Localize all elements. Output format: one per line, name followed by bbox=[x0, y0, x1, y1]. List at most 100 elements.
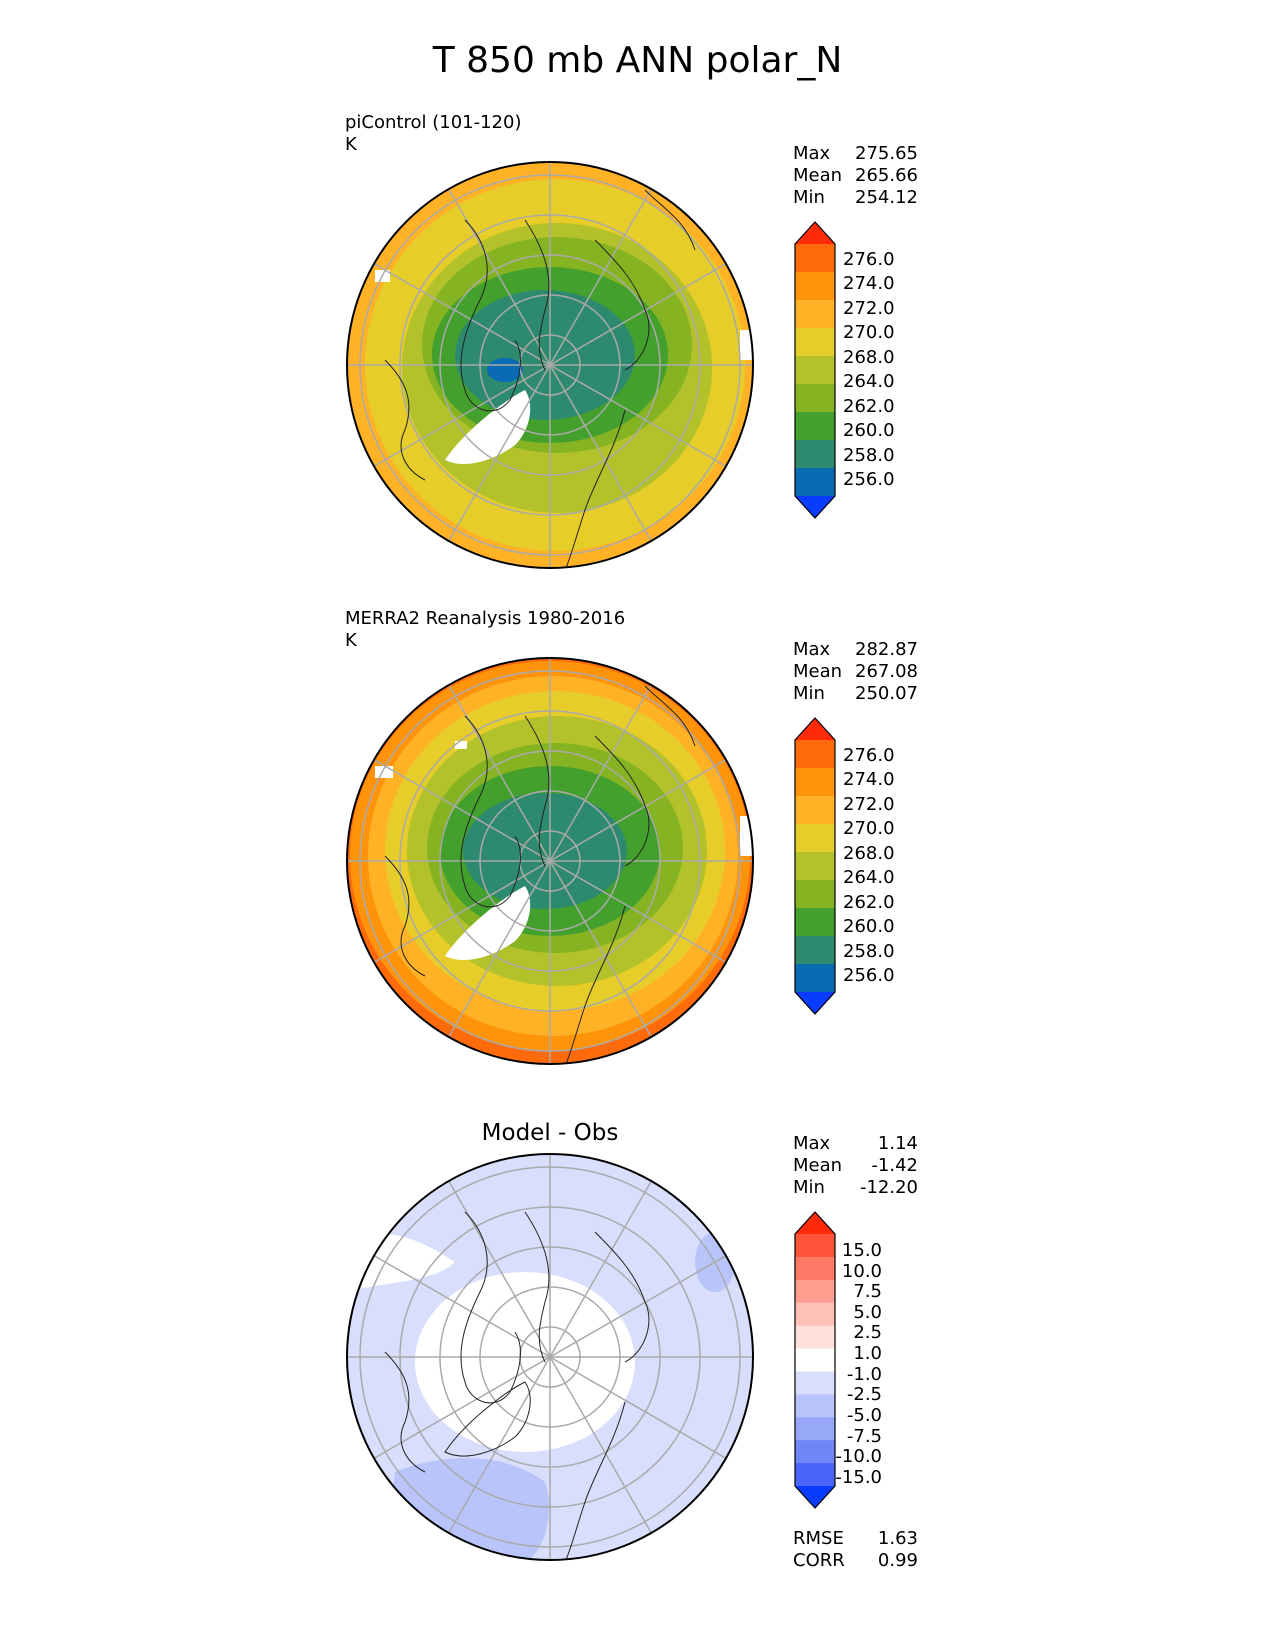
test-tick: 276.0 bbox=[843, 249, 895, 270]
diff-tick: -10.0 bbox=[835, 1446, 882, 1467]
ref-tick: 276.0 bbox=[843, 745, 895, 766]
ref-tick: 260.0 bbox=[843, 916, 895, 937]
ref-tick: 256.0 bbox=[843, 965, 895, 986]
diff-colorbar-segment bbox=[795, 1234, 835, 1258]
diff-tick: 1.0 bbox=[853, 1343, 882, 1364]
test-tick: 274.0 bbox=[843, 273, 895, 294]
test-stat-min: Min 254.12 bbox=[793, 187, 918, 208]
diff-colorbar-segment bbox=[795, 1440, 835, 1464]
diff-tick: 2.5 bbox=[853, 1322, 882, 1343]
ref-units-label: K bbox=[345, 630, 357, 651]
diff-corr: CORR 0.99 bbox=[793, 1550, 918, 1571]
ref-colorbar-segment bbox=[795, 796, 835, 825]
ref-tick: 262.0 bbox=[843, 892, 895, 913]
diff-colorbar-segment bbox=[795, 1394, 835, 1418]
ref-graticule bbox=[347, 658, 753, 1064]
test-tick: 270.0 bbox=[843, 322, 895, 343]
diff-colorbar-extend-bottom bbox=[795, 1486, 835, 1508]
test-polar-map bbox=[346, 161, 754, 569]
ref-tick: 258.0 bbox=[843, 941, 895, 962]
test-colorbar-segment bbox=[795, 384, 835, 413]
ref-colorbar-segment bbox=[795, 880, 835, 909]
test-tick: 272.0 bbox=[843, 298, 895, 319]
ref-source-label: MERRA2 Reanalysis 1980-2016 bbox=[345, 608, 626, 629]
test-colorbar-segment bbox=[795, 440, 835, 469]
test-coastlines bbox=[384, 189, 696, 568]
test-colorbar-segment bbox=[795, 468, 835, 497]
test-graticule bbox=[347, 162, 753, 568]
diff-colorbar-outline bbox=[794, 1211, 836, 1509]
ref-colorbar-extend-bottom bbox=[795, 992, 835, 1014]
ref-tick: 274.0 bbox=[843, 769, 895, 790]
test-run-label: piControl (101-120) bbox=[345, 112, 522, 133]
diff-colorbar-segment bbox=[795, 1256, 835, 1281]
test-stats: Max 275.65 Mean 265.66 Min 254.12 bbox=[793, 143, 918, 209]
ref-colorbar bbox=[794, 717, 836, 1015]
figure-title: T 850 mb ANN polar_N bbox=[432, 40, 843, 81]
diff-coastlines bbox=[384, 1211, 650, 1560]
test-tick: 264.0 bbox=[843, 371, 895, 392]
ref-colorbar-segment bbox=[795, 852, 835, 881]
ref-colorbar-segment bbox=[795, 740, 835, 769]
test-stat-max: Max 275.65 bbox=[793, 143, 918, 164]
diff-tick: 10.0 bbox=[841, 1261, 882, 1282]
diff-tick: -1.0 bbox=[846, 1364, 882, 1385]
test-tick: 262.0 bbox=[843, 396, 895, 417]
test-colorbar-extend-bottom bbox=[795, 496, 835, 518]
test-panel-labels: piControl (101-120) K bbox=[345, 112, 521, 156]
diff-colorbar-segment bbox=[795, 1279, 835, 1304]
ref-colorbar-segment bbox=[795, 768, 835, 797]
ref-colorbar-extend-top bbox=[795, 718, 835, 740]
diff-tick: -2.5 bbox=[846, 1384, 882, 1405]
test-colorbar-segment bbox=[795, 328, 835, 357]
ref-tick: 272.0 bbox=[843, 794, 895, 815]
test-colorbar-extend-top bbox=[795, 222, 835, 244]
diff-graticule bbox=[347, 1154, 753, 1560]
ref-stat-max: Max 282.87 bbox=[793, 639, 918, 660]
diff-tick: 15.0 bbox=[841, 1240, 882, 1261]
diff-tick: 7.5 bbox=[853, 1281, 882, 1302]
test-tick: 256.0 bbox=[843, 469, 895, 490]
ref-panel-labels: MERRA2 Reanalysis 1980-2016 K bbox=[345, 608, 625, 652]
test-colorbar bbox=[794, 221, 836, 519]
test-colorbar-segment bbox=[795, 412, 835, 441]
ref-tick: 268.0 bbox=[843, 843, 895, 864]
test-tick: 258.0 bbox=[843, 445, 895, 466]
diff-colorbar-segment bbox=[795, 1463, 835, 1487]
ref-colorbar-segment bbox=[795, 908, 835, 937]
ref-colorbar-outline bbox=[794, 717, 836, 1015]
ref-colorbar-segment bbox=[795, 936, 835, 965]
diff-colorbar bbox=[794, 1211, 836, 1509]
diff-polar-map bbox=[346, 1153, 754, 1561]
test-units-label: K bbox=[345, 134, 357, 155]
diff-colorbar-segment bbox=[795, 1417, 835, 1441]
diff-colorbar-segment bbox=[795, 1371, 835, 1395]
test-tick: 268.0 bbox=[843, 347, 895, 368]
diff-tick: -15.0 bbox=[835, 1467, 882, 1488]
diff-tick: -5.0 bbox=[846, 1405, 882, 1426]
ref-tick: 270.0 bbox=[843, 818, 895, 839]
test-stat-mean: Mean 265.66 bbox=[793, 165, 918, 186]
diff-stat-max: Max 1.14 bbox=[793, 1133, 918, 1154]
test-colorbar-segment bbox=[795, 244, 835, 273]
test-colorbar-outline bbox=[794, 221, 836, 519]
diff-stat-min: Min -12.20 bbox=[793, 1177, 918, 1198]
diff-colorbar-segment bbox=[795, 1302, 835, 1327]
diff-rmse: RMSE 1.63 bbox=[793, 1528, 918, 1549]
diff-metrics: RMSE 1.63 CORR 0.99 bbox=[793, 1528, 918, 1572]
diff-tick: -7.5 bbox=[846, 1426, 882, 1447]
diff-colorbar-extend-top bbox=[795, 1212, 835, 1234]
ref-stat-mean: Mean 267.08 bbox=[793, 661, 918, 682]
ref-coastlines bbox=[384, 685, 696, 1064]
ref-tick: 264.0 bbox=[843, 867, 895, 888]
diff-stats: Max 1.14 Mean -1.42 Min -12.20 bbox=[793, 1133, 918, 1199]
diff-colorbar-segment bbox=[795, 1325, 835, 1350]
test-tick: 260.0 bbox=[843, 420, 895, 441]
diff-tick: 5.0 bbox=[853, 1302, 882, 1323]
ref-polar-map bbox=[346, 657, 754, 1065]
ref-stats: Max 282.87 Mean 267.08 Min 250.07 bbox=[793, 639, 918, 705]
test-colorbar-segment bbox=[795, 356, 835, 385]
test-colorbar-segment bbox=[795, 300, 835, 329]
ref-colorbar-segment bbox=[795, 824, 835, 853]
diff-panel-title: Model - Obs bbox=[481, 1120, 619, 1146]
